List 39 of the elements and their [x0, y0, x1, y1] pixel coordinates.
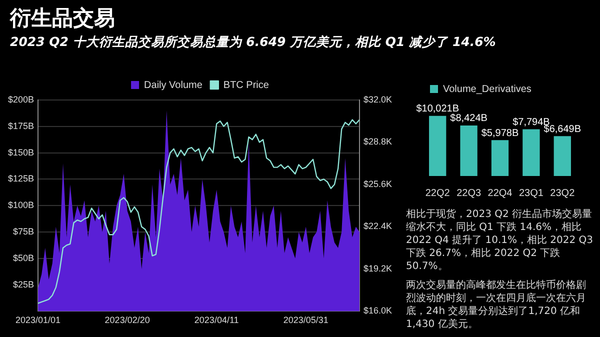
- y-tick-label: $100B: [8, 200, 34, 210]
- y-tick-label: $200B: [8, 94, 34, 104]
- bar: [522, 129, 540, 176]
- x-tick-label: 22Q4: [488, 188, 513, 199]
- y2-tick-label: $16.0K: [363, 306, 392, 316]
- x-tick-label: 22Q2: [425, 188, 450, 199]
- data-label: $10,021B: [416, 104, 460, 115]
- y-tick-label: $50B: [12, 252, 34, 263]
- y2-tick-label: $28.8K: [363, 136, 392, 147]
- legend-label: Volume_Derivatives: [443, 84, 532, 95]
- data-label: $5,978B: [481, 128, 519, 139]
- x-tick-label: 23Q2: [550, 188, 576, 199]
- y2-tick-label: $19.2K: [363, 263, 392, 274]
- bar: [460, 125, 478, 176]
- chart-subtitle: 2023 Q2 十大衍生品交易所交易总量为 6.649 万亿美元，相比 Q1 减少了 14.6%: [10, 34, 496, 51]
- y-tick-label: $25B: [12, 279, 34, 290]
- x-tick-label: 23Q1: [518, 188, 544, 199]
- y-tick-label: $150B: [8, 147, 34, 158]
- y2-tick-label: $22.4K: [363, 221, 392, 232]
- x-tick-label: 22Q3: [456, 188, 482, 199]
- x-tick-label: 2023/04/11: [194, 315, 239, 326]
- text: 两次交易量的高峰都发生在比特币价格剧烈波动的时刻，一次在四月底一次在六月底，24h 交易量分别达到了1,720 亿和 1,430 亿美元。: [406, 279, 587, 331]
- bar: [429, 116, 446, 176]
- y-tick-label: $125B: [8, 174, 34, 184]
- text: 相比于现货，2023 Q2 衍生品市场交易量缩水不大，同比 Q1 下跌 14.6%，相比 2022 Q4 提升了 10.1%，相比 2022 Q3 下跌 26.7%，相比 2022 Q2 下跌 50.7%。: [406, 208, 594, 273]
- legend-label: Daily Volume: [144, 80, 203, 91]
- y-tick-label: $75B: [12, 226, 34, 236]
- chart-title: 衍生品交易: [10, 5, 115, 32]
- y2-tick-label: $25.6K: [363, 178, 392, 189]
- data-label: $6,649B: [544, 124, 582, 135]
- bar: [491, 140, 509, 176]
- y-tick-label: $175B: [8, 120, 34, 131]
- bar: [554, 136, 571, 176]
- x-tick-label: 2023/02/20: [104, 315, 150, 326]
- legend-label: BTC Price: [223, 80, 270, 91]
- x-tick-label: 2023/05/31: [283, 315, 328, 326]
- data-label: $8,424B: [450, 113, 488, 124]
- y2-tick-label: $32.0K: [363, 94, 392, 104]
- x-tick-label: 2023/01/01: [16, 315, 61, 326]
